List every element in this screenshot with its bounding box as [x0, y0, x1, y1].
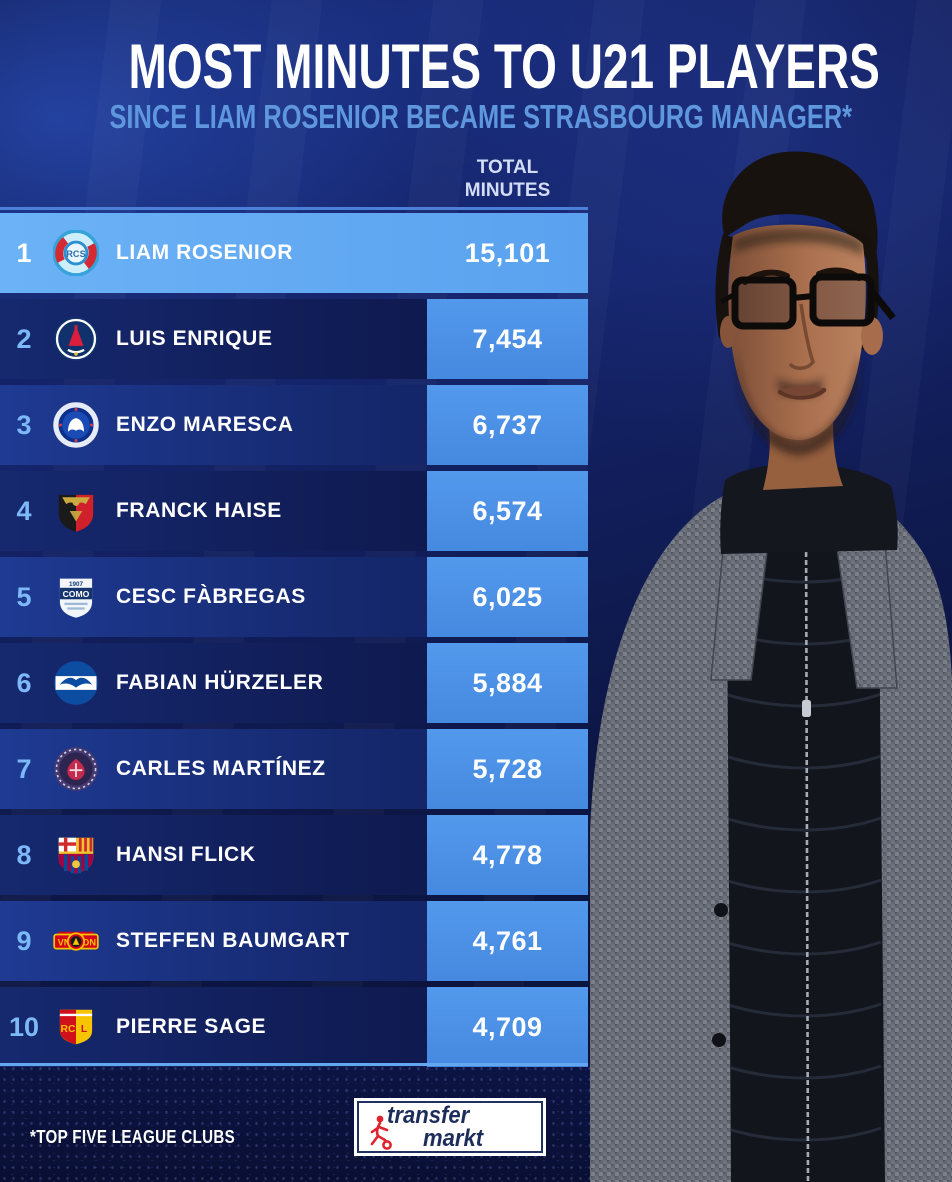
logo-word-transfer: transfer	[387, 1102, 470, 1129]
minutes-value: 7,454	[427, 299, 588, 379]
minutes-value: 6,574	[427, 471, 588, 551]
rank-label: 4	[16, 495, 32, 526]
transfermarkt-player-icon	[370, 1115, 392, 1150]
minutes-value: 4,761	[427, 901, 588, 981]
table-row: 10 RC L PIERRE SAGE 4,709	[0, 987, 588, 1067]
table-row: 5 1907 COMO CESC FÀBREGAS 6,025	[0, 557, 588, 637]
logo-word-markt: markt	[423, 1125, 484, 1152]
rank-label: 2	[16, 323, 32, 354]
manager-name: LUIS ENRIQUE	[116, 327, 273, 350]
club-badge-union-berlin: VN ON	[52, 917, 100, 965]
page-subtitle: SINCE LIAM ROSENIOR BECAME STRASBOURG MA…	[109, 98, 853, 135]
club-badge-barcelona	[52, 831, 100, 879]
minutes-value: 5,728	[427, 729, 588, 809]
rank-label: 10	[8, 1011, 40, 1042]
column-header-total-minutes: TOTAL MINUTES	[427, 156, 588, 202]
rank-label: 1	[16, 237, 32, 268]
rank-label: 5	[16, 581, 32, 612]
manager-name: HANSI FLICK	[116, 843, 256, 866]
rank-label: 6	[16, 667, 32, 698]
minutes-value: 6,025	[427, 557, 588, 637]
table-row: 8 HANSI FLICK 4,778	[0, 815, 588, 895]
manager-name: ENZO MARESCA	[116, 413, 294, 436]
minutes-value: 4,778	[427, 815, 588, 895]
rank-label: 3	[16, 409, 32, 440]
rank-label: 9	[16, 925, 32, 956]
svg-text:1907: 1907	[69, 581, 84, 588]
club-badge-psg	[52, 315, 100, 363]
club-badge-como: 1907 COMO	[52, 573, 100, 621]
minutes-value: 6,737	[427, 385, 588, 465]
minutes-value: 4,709	[427, 987, 588, 1067]
svg-text:L: L	[81, 1024, 87, 1035]
hair	[722, 151, 878, 276]
manager-name: PIERRE SAGE	[116, 1015, 267, 1038]
minutes-value: 5,884	[427, 643, 588, 723]
svg-text:RCS: RCS	[66, 249, 85, 259]
column-header-line1: TOTAL	[476, 157, 539, 178]
table-row: 1 RCS LIAM ROSENIOR 15,101	[0, 213, 588, 293]
club-badge-toulouse	[52, 745, 100, 793]
rank-label: 7	[16, 753, 32, 784]
table-top-border	[0, 207, 588, 210]
manager-name: LIAM ROSENIOR	[116, 241, 293, 264]
footnote: *TOP FIVE LEAGUE CLUBS	[30, 1127, 236, 1147]
table-row: 7 CARLES MARTÍNEZ 5,728	[0, 729, 588, 809]
table-row: 6 FABIAN HÜRZELER 5,884	[0, 643, 588, 723]
rank-label: 8	[16, 839, 32, 870]
club-badge-brighton	[52, 659, 100, 707]
club-badge-lens: RC L	[52, 1003, 100, 1051]
svg-text:RC: RC	[60, 1024, 75, 1035]
manager-name: FABIAN HÜRZELER	[116, 671, 324, 694]
beard-stubble	[736, 352, 860, 456]
transfermarkt-logo: transfer markt	[357, 1101, 543, 1153]
zipper	[804, 519, 810, 1182]
table-bottom-border	[0, 1063, 588, 1066]
club-badge-chelsea	[52, 401, 100, 449]
manager-name: STEFFEN BAUMGART	[116, 929, 350, 952]
table-row: 4 FRANCK HAISE 6,574	[0, 471, 588, 551]
ear	[861, 317, 883, 355]
table-row: 9 VN ON STEFFEN BAUMGART 4,761	[0, 901, 588, 981]
ranking-table: 1 RCS LIAM ROSENIOR 15,101 2 LUIS ENRIQU…	[0, 213, 588, 1073]
manager-name: CARLES MARTÍNEZ	[116, 757, 326, 780]
page-title: MOST MINUTES TO U21 PLAYERS	[128, 32, 880, 102]
club-badge-strasbourg: RCS	[52, 229, 100, 277]
minutes-value: 15,101	[464, 237, 551, 268]
svg-text:COMO: COMO	[63, 589, 90, 599]
table-row: 3 ENZO MARESCA 6,737	[0, 385, 588, 465]
table-row: 2 LUIS ENRIQUE 7,454	[0, 299, 588, 379]
liam-rosenior-photo	[590, 151, 952, 1182]
svg-text:VN: VN	[58, 938, 71, 948]
glasses	[719, 273, 896, 330]
club-badge-nice	[52, 487, 100, 535]
manager-name: CESC FÀBREGAS	[116, 585, 306, 608]
svg-text:ON: ON	[82, 938, 96, 948]
column-header-line2: MINUTES	[464, 180, 551, 202]
manager-name: FRANCK HAISE	[116, 499, 282, 522]
